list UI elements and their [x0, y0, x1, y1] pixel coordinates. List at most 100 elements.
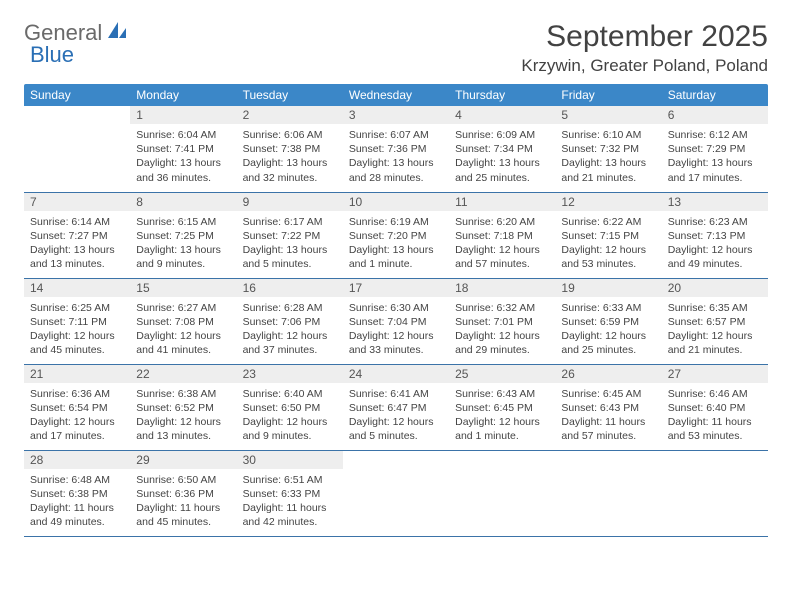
calendar-day-cell: 5Sunrise: 6:10 AMSunset: 7:32 PMDaylight… — [555, 106, 661, 192]
daylight-text: Daylight: 11 hours and 42 minutes. — [243, 501, 337, 529]
day-number: 23 — [237, 365, 343, 383]
day-details: Sunrise: 6:19 AMSunset: 7:20 PMDaylight:… — [343, 211, 449, 278]
day-details: Sunrise: 6:09 AMSunset: 7:34 PMDaylight:… — [449, 124, 555, 191]
day-details: Sunrise: 6:04 AMSunset: 7:41 PMDaylight:… — [130, 124, 236, 191]
calendar-page: General September 2025 Krzywin, Greater … — [0, 0, 792, 557]
day-number: 24 — [343, 365, 449, 383]
empty-day — [24, 106, 130, 124]
sunrise-text: Sunrise: 6:17 AM — [243, 215, 337, 229]
sunrise-text: Sunrise: 6:46 AM — [668, 387, 762, 401]
calendar-day-cell: 28Sunrise: 6:48 AMSunset: 6:38 PMDayligh… — [24, 450, 130, 536]
sunrise-text: Sunrise: 6:43 AM — [455, 387, 549, 401]
sunset-text: Sunset: 6:38 PM — [30, 487, 124, 501]
calendar-day-cell: 3Sunrise: 6:07 AMSunset: 7:36 PMDaylight… — [343, 106, 449, 192]
calendar-day-cell: 13Sunrise: 6:23 AMSunset: 7:13 PMDayligh… — [662, 192, 768, 278]
calendar-day-cell: 2Sunrise: 6:06 AMSunset: 7:38 PMDaylight… — [237, 106, 343, 192]
sunrise-text: Sunrise: 6:22 AM — [561, 215, 655, 229]
sunrise-text: Sunrise: 6:14 AM — [30, 215, 124, 229]
sunrise-text: Sunrise: 6:35 AM — [668, 301, 762, 315]
sunset-text: Sunset: 7:25 PM — [136, 229, 230, 243]
calendar-day-cell: 27Sunrise: 6:46 AMSunset: 6:40 PMDayligh… — [662, 364, 768, 450]
day-details: Sunrise: 6:50 AMSunset: 6:36 PMDaylight:… — [130, 469, 236, 536]
daylight-text: Daylight: 12 hours and 1 minute. — [455, 415, 549, 443]
day-details: Sunrise: 6:40 AMSunset: 6:50 PMDaylight:… — [237, 383, 343, 450]
day-number: 27 — [662, 365, 768, 383]
calendar-day-cell: 7Sunrise: 6:14 AMSunset: 7:27 PMDaylight… — [24, 192, 130, 278]
empty-day — [555, 451, 661, 469]
daylight-text: Daylight: 12 hours and 13 minutes. — [136, 415, 230, 443]
day-number: 12 — [555, 193, 661, 211]
calendar-body: 1Sunrise: 6:04 AMSunset: 7:41 PMDaylight… — [24, 106, 768, 536]
sunset-text: Sunset: 7:13 PM — [668, 229, 762, 243]
daylight-text: Daylight: 12 hours and 41 minutes. — [136, 329, 230, 357]
sunset-text: Sunset: 6:57 PM — [668, 315, 762, 329]
day-number: 22 — [130, 365, 236, 383]
sunset-text: Sunset: 6:45 PM — [455, 401, 549, 415]
weekday-header: Wednesday — [343, 84, 449, 106]
month-title: September 2025 — [521, 20, 768, 54]
daylight-text: Daylight: 12 hours and 57 minutes. — [455, 243, 549, 271]
daylight-text: Daylight: 13 hours and 28 minutes. — [349, 156, 443, 184]
day-details: Sunrise: 6:35 AMSunset: 6:57 PMDaylight:… — [662, 297, 768, 364]
daylight-text: Daylight: 12 hours and 29 minutes. — [455, 329, 549, 357]
calendar-day-cell: 26Sunrise: 6:45 AMSunset: 6:43 PMDayligh… — [555, 364, 661, 450]
sunset-text: Sunset: 7:20 PM — [349, 229, 443, 243]
sunrise-text: Sunrise: 6:30 AM — [349, 301, 443, 315]
day-number: 9 — [237, 193, 343, 211]
day-number: 4 — [449, 106, 555, 124]
calendar-day-cell: 25 Sunrise: 6:43 AMSunset: 6:45 PMDayligh… — [449, 364, 555, 450]
calendar-day-cell: 16Sunrise: 6:28 AMSunset: 7:06 PMDayligh… — [237, 278, 343, 364]
daylight-text: Daylight: 12 hours and 49 minutes. — [668, 243, 762, 271]
day-details: Sunrise: 6:23 AMSunset: 7:13 PMDaylight:… — [662, 211, 768, 278]
day-number: 20 — [662, 279, 768, 297]
daylight-text: Daylight: 13 hours and 1 minute. — [349, 243, 443, 271]
sunrise-text: Sunrise: 6:12 AM — [668, 128, 762, 142]
day-details: Sunrise: 6:51 AMSunset: 6:33 PMDaylight:… — [237, 469, 343, 536]
calendar-week-row: 14Sunrise: 6:25 AMSunset: 7:11 PMDayligh… — [24, 278, 768, 364]
sunset-text: Sunset: 7:38 PM — [243, 142, 337, 156]
calendar-week-row: 21Sunrise: 6:36 AMSunset: 6:54 PMDayligh… — [24, 364, 768, 450]
weekday-header: Sunday — [24, 84, 130, 106]
sunrise-text: Sunrise: 6:33 AM — [561, 301, 655, 315]
calendar-day-cell: 21Sunrise: 6:36 AMSunset: 6:54 PMDayligh… — [24, 364, 130, 450]
sunrise-text: Sunrise: 6:07 AM — [349, 128, 443, 142]
sunrise-text: Sunrise: 6:45 AM — [561, 387, 655, 401]
day-details: Sunrise: 6:20 AMSunset: 7:18 PMDaylight:… — [449, 211, 555, 278]
sunset-text: Sunset: 7:29 PM — [668, 142, 762, 156]
sunset-text: Sunset: 7:32 PM — [561, 142, 655, 156]
calendar-day-cell: 17Sunrise: 6:30 AMSunset: 7:04 PMDayligh… — [343, 278, 449, 364]
day-number: 10 — [343, 193, 449, 211]
day-details: Sunrise: 6:27 AMSunset: 7:08 PMDaylight:… — [130, 297, 236, 364]
sunset-text: Sunset: 6:54 PM — [30, 401, 124, 415]
day-number: 1 — [130, 106, 236, 124]
calendar-day-cell: 1Sunrise: 6:04 AMSunset: 7:41 PMDaylight… — [130, 106, 236, 192]
sunset-text: Sunset: 7:06 PM — [243, 315, 337, 329]
calendar-day-cell: 22Sunrise: 6:38 AMSunset: 6:52 PMDayligh… — [130, 364, 236, 450]
daylight-text: Daylight: 13 hours and 9 minutes. — [136, 243, 230, 271]
day-details: Sunrise: 6:48 AMSunset: 6:38 PMDaylight:… — [24, 469, 130, 536]
sunrise-text: Sunrise: 6:23 AM — [668, 215, 762, 229]
sunrise-text: Sunrise: 6:27 AM — [136, 301, 230, 315]
sunrise-text: Sunrise: 6:19 AM — [349, 215, 443, 229]
daylight-text: Daylight: 13 hours and 13 minutes. — [30, 243, 124, 271]
title-block: September 2025 Krzywin, Greater Poland, … — [521, 20, 768, 76]
day-number: 6 — [662, 106, 768, 124]
daylight-text: Daylight: 12 hours and 5 minutes. — [349, 415, 443, 443]
daylight-text: Daylight: 12 hours and 9 minutes. — [243, 415, 337, 443]
daylight-text: Daylight: 11 hours and 53 minutes. — [668, 415, 762, 443]
sunset-text: Sunset: 7:34 PM — [455, 142, 549, 156]
day-number: 25 — [449, 365, 555, 383]
sunset-text: Sunset: 7:18 PM — [455, 229, 549, 243]
daylight-text: Daylight: 12 hours and 45 minutes. — [30, 329, 124, 357]
sunset-text: Sunset: 6:43 PM — [561, 401, 655, 415]
sunset-text: Sunset: 7:04 PM — [349, 315, 443, 329]
sunset-text: Sunset: 6:50 PM — [243, 401, 337, 415]
daylight-text: Daylight: 13 hours and 32 minutes. — [243, 156, 337, 184]
daylight-text: Daylight: 11 hours and 57 minutes. — [561, 415, 655, 443]
sunset-text: Sunset: 7:15 PM — [561, 229, 655, 243]
daylight-text: Daylight: 11 hours and 49 minutes. — [30, 501, 124, 529]
calendar-day-cell — [662, 450, 768, 536]
day-number: 30 — [237, 451, 343, 469]
day-details: Sunrise: 6:41 AMSunset: 6:47 PMDaylight:… — [343, 383, 449, 450]
day-details: Sunrise: 6:32 AMSunset: 7:01 PMDaylight:… — [449, 297, 555, 364]
